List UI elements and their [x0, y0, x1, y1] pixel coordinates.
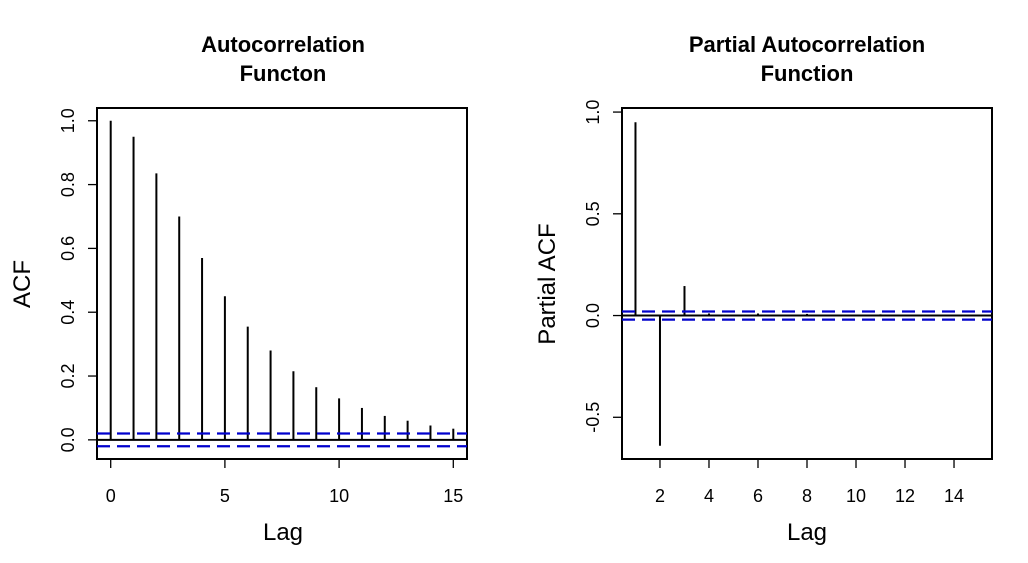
- pacf-y-axis-label: Partial ACF: [534, 223, 561, 344]
- acf-panel: Autocorrelation Functon Lag ACF 0 5 10 15 0…: [9, 32, 468, 546]
- acf-y-tick-label: 0.6: [58, 236, 78, 261]
- pacf-y-tick-label: 0.5: [583, 201, 603, 226]
- acf-title-line-1: Autocorrelation: [201, 32, 365, 57]
- acf-x-tick-label: 5: [220, 486, 230, 506]
- pacf-title-line-1: Partial Autocorrelation: [689, 32, 925, 57]
- pacf-y-ticks: -0.5 0.0 0.5 1.0: [583, 100, 622, 433]
- pacf-y-tick-label: 0.0: [583, 303, 603, 328]
- acf-title-line-2: Functon: [240, 61, 327, 86]
- pacf-x-tick-label: 4: [704, 486, 714, 506]
- pacf-title-line-2: Function: [761, 61, 854, 86]
- pacf-x-tick-label: 10: [846, 486, 866, 506]
- pacf-x-axis-label: Lag: [787, 519, 827, 546]
- acf-x-tick-label: 15: [443, 486, 463, 506]
- pacf-marks: [622, 122, 992, 446]
- acf-y-tick-label: 1.0: [58, 108, 78, 133]
- acf-x-axis-label: Lag: [263, 519, 303, 546]
- pacf-plot-frame: [621, 107, 993, 460]
- acf-y-tick-label: 0.2: [58, 364, 78, 389]
- acf-y-axis-label: ACF: [9, 260, 36, 308]
- acf-x-tick-label: 10: [329, 486, 349, 506]
- pacf-x-ticks: 2 4 6 8 10 12 14: [655, 459, 964, 506]
- pacf-panel: Partial Autocorrelation Function Lag Par…: [534, 32, 993, 546]
- acf-y-tick-label: 0.4: [58, 300, 78, 325]
- pacf-x-tick-label: 14: [944, 486, 964, 506]
- acf-x-ticks: 0 5 10 15: [106, 459, 463, 506]
- acf-y-tick-label: 0.8: [58, 172, 78, 197]
- acf-y-tick-label: 0.0: [58, 427, 78, 452]
- pacf-x-tick-label: 12: [895, 486, 915, 506]
- pacf-y-tick-label: -0.5: [583, 402, 603, 433]
- pacf-y-tick-label: 1.0: [583, 100, 603, 125]
- pacf-x-tick-label: 6: [753, 486, 763, 506]
- pacf-x-tick-label: 2: [655, 486, 665, 506]
- acf-x-tick-label: 0: [106, 486, 116, 506]
- pacf-x-tick-label: 8: [802, 486, 812, 506]
- acf-y-ticks: 0.0 0.2 0.4 0.6 0.8 1.0: [58, 108, 97, 452]
- acf-plot-frame: [96, 107, 468, 460]
- acf-marks: [97, 120, 467, 448]
